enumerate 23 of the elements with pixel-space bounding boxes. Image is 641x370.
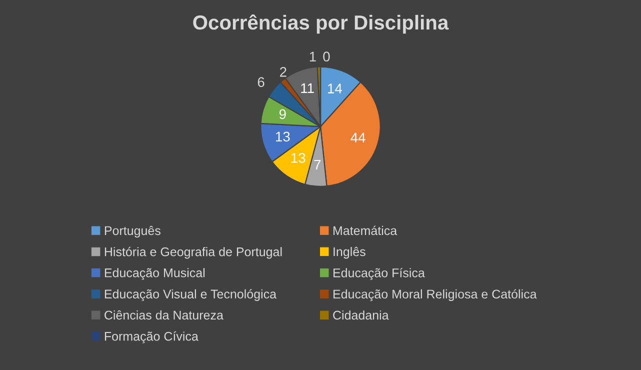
data-label: 13 — [276, 132, 290, 142]
legend-label: Ciências da Natureza — [104, 310, 224, 320]
legend-label: Educação Moral Religiosa e Católica — [334, 289, 537, 302]
legend-label: Matemática — [334, 226, 398, 236]
legend-label: Educação Visual e Tecnológica — [104, 289, 277, 302]
data-label: 11 — [301, 83, 314, 93]
legend-label: Formação Cívica — [104, 331, 198, 344]
data-label: 1 — [310, 52, 316, 62]
data-label: 14 — [328, 84, 342, 94]
data-label: 13 — [291, 153, 306, 163]
legend-label: Inglês — [334, 246, 366, 259]
legend-label: Educação Física — [334, 268, 425, 280]
legend-label: Português — [104, 226, 160, 238]
data-label: 9 — [279, 109, 286, 120]
legend-label: Educação Musical — [104, 268, 205, 280]
legend-label: Cidadania — [333, 310, 389, 320]
data-label: 2 — [280, 67, 286, 77]
chart-title: Ocorrências por Disciplina — [193, 14, 449, 34]
data-label: 6 — [258, 77, 264, 88]
data-label: 44 — [350, 132, 366, 142]
legend-label: História e Geografia de Portugal — [104, 246, 282, 259]
data-label: 7 — [314, 160, 321, 170]
text: 0 — [323, 52, 330, 62]
